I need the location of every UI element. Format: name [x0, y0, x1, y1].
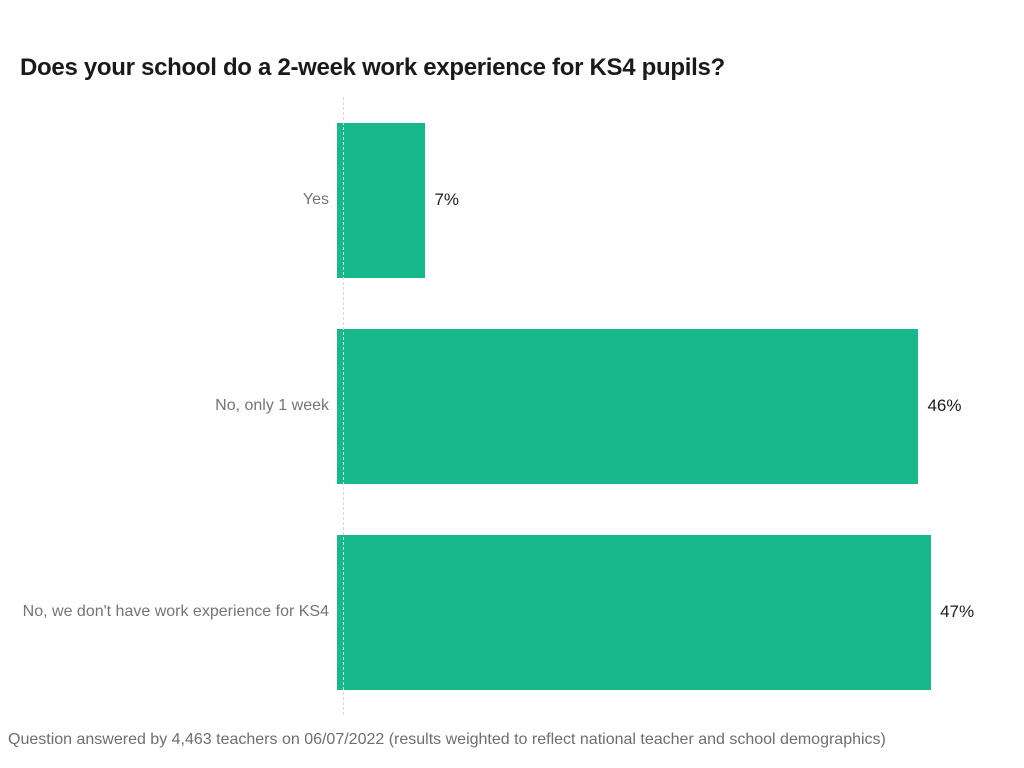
- category-label-yes: Yes: [302, 191, 329, 208]
- bar-chart: Yes 7% No, only 1 week 46% No, we don't …: [0, 97, 1024, 715]
- value-label-yes: 7%: [434, 190, 460, 209]
- bar-only-1-week: [337, 328, 919, 484]
- y-axis-line: [343, 97, 344, 715]
- plot-area: 46%: [337, 303, 969, 509]
- bar-yes: [337, 122, 426, 278]
- category-label-no-work-experience: No, we don't have work experience for KS…: [22, 603, 329, 620]
- plot-area: 47%: [337, 509, 974, 715]
- category-label-only-1-week: No, only 1 week: [215, 397, 329, 414]
- value-label-only-1-week: 46%: [927, 396, 962, 415]
- chart-title: Does your school do a 2-week work experi…: [20, 54, 725, 81]
- chart-footnote: Question answered by 4,463 teachers on 0…: [8, 731, 886, 748]
- bar-row-no-work-experience: No, we don't have work experience for KS…: [0, 509, 1024, 715]
- value-label-no-work-experience: 47%: [940, 602, 975, 621]
- plot-area: 7%: [337, 97, 969, 303]
- bar-row-only-1-week: No, only 1 week 46%: [0, 303, 1024, 509]
- bar-no-work-experience: [337, 534, 932, 690]
- bar-row-yes: Yes 7%: [0, 97, 1024, 303]
